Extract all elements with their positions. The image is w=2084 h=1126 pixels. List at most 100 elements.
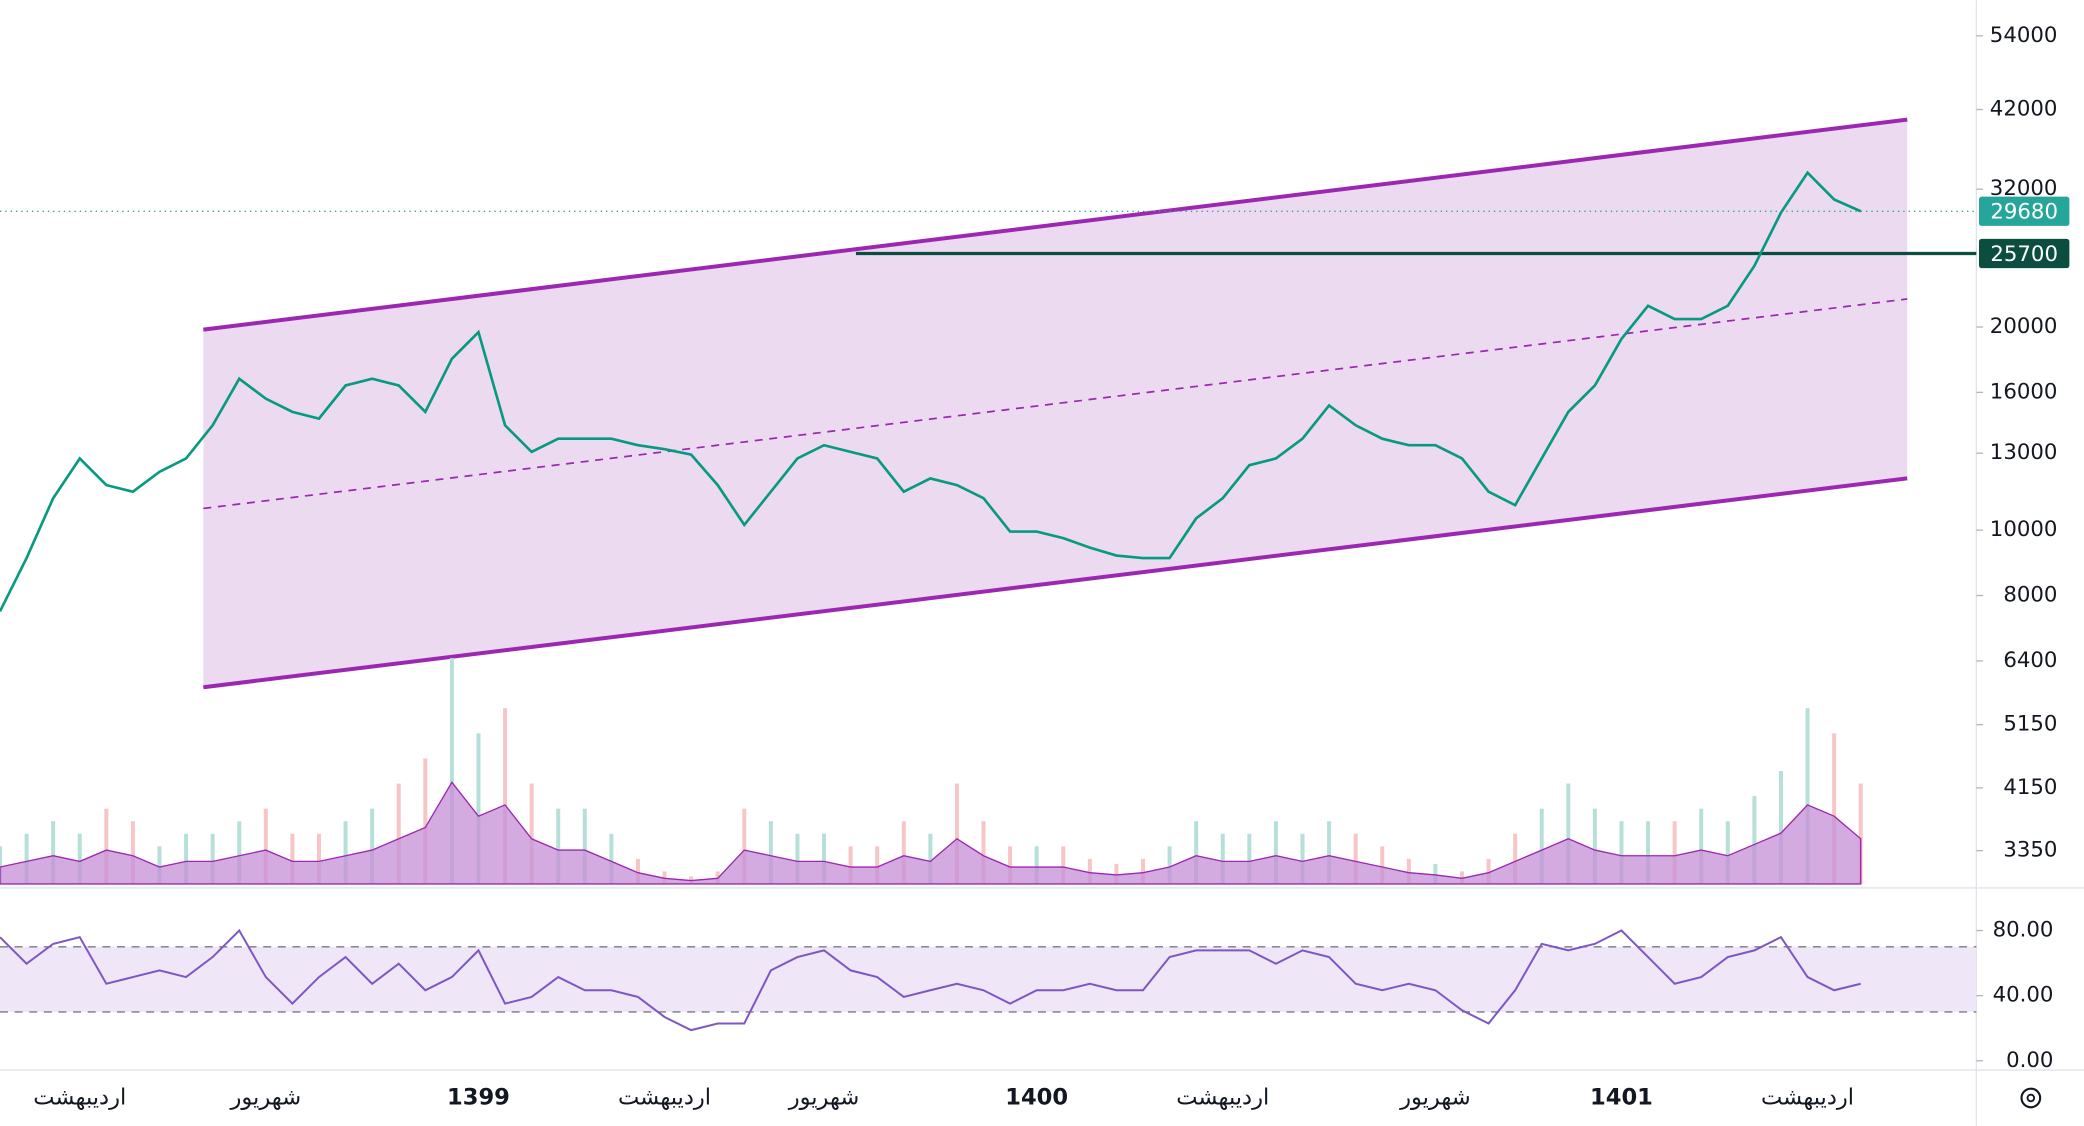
y-tick-label: 20000: [1990, 314, 2058, 339]
volume-bar: [104, 808, 109, 884]
volume-bar: [343, 821, 348, 884]
x-tick-label: شهریور: [788, 1084, 860, 1110]
volume-bar: [1566, 783, 1571, 884]
volume-bar: [1167, 846, 1172, 884]
volume-bar: [1513, 833, 1518, 884]
volume-bar: [237, 821, 242, 884]
volume-bar: [24, 833, 29, 884]
x-tick-label: 1400: [1005, 1084, 1068, 1110]
volume-bar: [1141, 858, 1146, 884]
y-tick-label: 8000: [2003, 583, 2057, 608]
volume-bar: [795, 833, 800, 884]
volume-bar: [396, 783, 401, 884]
x-tick-label: شهریور: [229, 1084, 301, 1110]
x-tick-label: شهریور: [1399, 1084, 1471, 1110]
volume-bar: [184, 833, 189, 884]
volume-bar: [1327, 821, 1332, 884]
rsi-tick-label: 40.00: [1993, 983, 2054, 1008]
channel-fill: [203, 119, 1908, 688]
volume-bar: [1832, 733, 1837, 884]
y-tick-label: 10000: [1990, 517, 2058, 542]
y-tick-label: 4150: [2003, 775, 2057, 800]
volume-bar: [1539, 808, 1544, 884]
volume-bar: [556, 808, 561, 884]
volume-bar: [1752, 796, 1757, 884]
volume-bar: [954, 783, 959, 884]
volume-bar: [875, 846, 880, 884]
volume-bar: [316, 833, 321, 884]
volume-bar: [1725, 821, 1730, 884]
volume-bar: [130, 821, 135, 884]
price-tag-label: 29680: [1990, 200, 2058, 225]
y-tick-label: 54000: [1990, 23, 2058, 48]
volume-bar: [1220, 833, 1225, 884]
rsi-band: [0, 946, 1977, 1012]
volume-bar: [848, 846, 853, 884]
volume-bar: [1646, 821, 1651, 884]
volume-bar: [1194, 821, 1199, 884]
volume-bar: [981, 821, 986, 884]
volume-bar: [210, 833, 215, 884]
volume-bar: [1406, 858, 1411, 884]
volume-bar: [370, 808, 375, 884]
volume-bar: [1380, 846, 1385, 884]
x-tick-label: 1401: [1590, 1084, 1653, 1110]
volume-bar: [1247, 833, 1252, 884]
rsi-tick-label: 0.00: [2006, 1048, 2053, 1073]
volume-bar: [503, 708, 508, 884]
volume-bar: [1486, 858, 1491, 884]
volume-bar: [768, 821, 773, 884]
channel-upper: [203, 117, 1908, 332]
volume-bar: [1300, 833, 1305, 884]
volume-bar: [1699, 808, 1704, 884]
price-tag-label: 25700: [1990, 242, 2058, 267]
y-tick-label: 3350: [2003, 838, 2057, 863]
x-tick-label: اردیبهشت: [33, 1084, 126, 1110]
volume-bar: [1008, 846, 1013, 884]
volume-bar: [1061, 846, 1066, 884]
gear: [2020, 1087, 2042, 1109]
volume-bar: [0, 846, 2, 884]
rsi-tick-label: 80.00: [1993, 918, 2054, 943]
y-tick-label: 16000: [1990, 379, 2058, 404]
volume-bar: [1114, 863, 1119, 884]
volume-bar: [423, 758, 428, 884]
volume-area: [0, 781, 1862, 885]
volume-bar: [1592, 808, 1597, 884]
volume-bar: [582, 808, 587, 884]
volume-bar: [157, 846, 162, 884]
channel-lower: [203, 476, 1908, 690]
volume-bar: [449, 658, 454, 884]
volume-bar: [77, 833, 82, 884]
volume-bar: [476, 733, 481, 884]
volume-bar: [1087, 858, 1092, 884]
x-tick-label: اردیبهشت: [1761, 1084, 1854, 1110]
volume-bar: [1805, 708, 1810, 884]
volume-bar: [742, 808, 747, 884]
volume-bar: [1778, 771, 1783, 884]
volume-bar: [290, 833, 295, 884]
volume-bar: [1433, 863, 1438, 884]
volume-bar: [51, 821, 56, 884]
volume-bar: [928, 833, 933, 884]
rsi-line: [0, 928, 1861, 1032]
volume-bar: [1273, 821, 1278, 884]
y-tick-label: 6400: [2003, 648, 2057, 673]
volume-bar: [1619, 821, 1624, 884]
volume-bar: [1353, 833, 1358, 884]
volume-bar: [822, 833, 827, 884]
settings-icon[interactable]: [2020, 1087, 2042, 1109]
price-line-series: [0, 170, 1862, 612]
x-tick-label: اردیبهشت: [1176, 1084, 1269, 1110]
volume-bar: [635, 858, 640, 884]
gear-center: [2026, 1093, 2036, 1103]
price-tag: [1979, 238, 2070, 269]
volume-bar: [1858, 783, 1863, 884]
volume-bar: [609, 833, 614, 884]
volume-bar: [1672, 821, 1677, 884]
price-tag: [1979, 196, 2070, 226]
x-tick-label: 1399: [447, 1084, 510, 1110]
y-tick-label: 42000: [1990, 97, 2058, 122]
